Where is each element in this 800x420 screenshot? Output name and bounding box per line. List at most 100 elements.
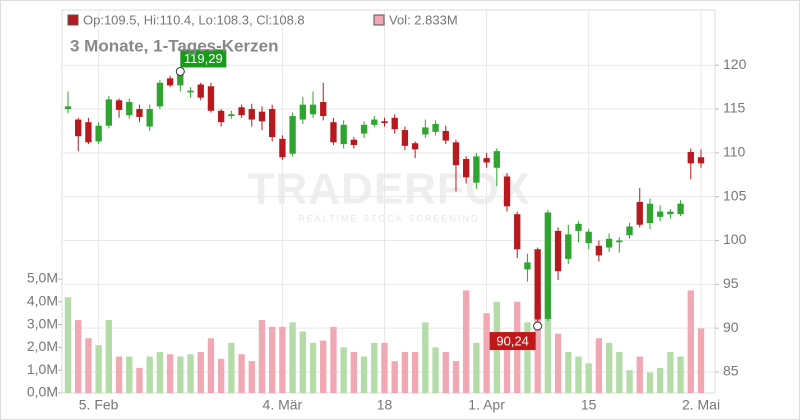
volume-bar <box>605 342 613 393</box>
volume-bar <box>575 356 582 393</box>
volume-bar <box>156 351 164 393</box>
candle-body <box>646 203 654 223</box>
candle-body <box>105 99 113 126</box>
volume-bar <box>463 290 470 393</box>
volume-bar <box>442 351 449 393</box>
volume-bar <box>207 338 215 393</box>
candle-body <box>166 78 174 86</box>
candle-body <box>95 125 102 142</box>
candle-body <box>299 104 306 120</box>
volume-bar <box>177 356 184 393</box>
candle-body <box>626 226 633 236</box>
candle-body <box>146 109 153 127</box>
y2-tick-label: 0,0M <box>27 384 58 400</box>
candle-body <box>350 139 358 145</box>
volume-bar <box>503 333 511 393</box>
y-tick-label: 120 <box>723 56 747 72</box>
volume-bar <box>534 301 541 393</box>
candle-body <box>503 176 511 207</box>
volume-bar <box>616 351 623 393</box>
volume-bar <box>258 320 266 393</box>
volume-bar <box>565 351 572 393</box>
watermark: TRADERFOX <box>248 165 531 214</box>
candle-body <box>483 158 490 163</box>
annotation-label: 90,24 <box>496 333 529 348</box>
legend-text: Op:109.5, Hi:110.4, Lo:108.3, Cl:108.8 <box>83 12 305 27</box>
candle-body <box>605 238 613 248</box>
candle-body <box>442 130 449 141</box>
candle-body <box>585 231 592 244</box>
annotation-label: 119,29 <box>184 51 223 66</box>
volume-bar <box>64 297 72 393</box>
volume-bar <box>646 372 654 393</box>
candle-body <box>269 109 276 138</box>
volume-bar <box>146 356 153 393</box>
candle-body <box>381 121 388 124</box>
candle-body <box>228 114 235 117</box>
x-tick-label: 1. Apr <box>468 397 505 413</box>
candle-body <box>320 102 327 117</box>
volume-bar <box>350 351 358 393</box>
candle-body <box>360 124 368 134</box>
volume-bar <box>391 361 398 393</box>
candle-body <box>575 223 582 231</box>
volume-bar <box>656 367 664 393</box>
y-tick-label: 100 <box>723 231 747 247</box>
candle-body <box>493 151 500 168</box>
volume-bar <box>452 361 460 393</box>
candle-body <box>687 151 694 164</box>
annotation-box <box>180 49 227 68</box>
chart-title: 3 Monate, 1-Tages-Kerzen <box>70 36 278 55</box>
volume-bar <box>289 322 296 393</box>
candle-body <box>391 117 398 130</box>
volume-bar <box>166 354 174 393</box>
candle-body <box>248 109 255 120</box>
volume-bar <box>340 347 347 393</box>
candle-body <box>258 111 266 122</box>
y2-tick-label: 5,0M <box>27 270 58 286</box>
volume-bar <box>299 331 306 393</box>
volume-bar <box>75 320 82 393</box>
candle-body <box>136 109 143 117</box>
volume-bar <box>401 351 409 393</box>
volume-bar <box>105 320 113 393</box>
candle-body <box>156 82 164 107</box>
volume-bar <box>544 320 552 393</box>
y-tick-label: 110 <box>723 144 746 160</box>
candle-body <box>85 122 92 143</box>
candle-body <box>279 138 286 158</box>
volume-bar <box>483 313 490 393</box>
volume-bar <box>554 333 562 393</box>
legend-swatch <box>67 14 79 26</box>
volume-bar <box>309 342 317 393</box>
y-tick-label: 90 <box>723 319 739 335</box>
y-tick-label: 115 <box>723 100 746 116</box>
volume-bar <box>187 354 194 393</box>
volume-bar <box>697 328 705 393</box>
volume-bar <box>636 356 643 393</box>
candle-body <box>677 203 684 215</box>
y2-tick-label: 2,0M <box>27 338 58 354</box>
x-tick-label: 2. Mai <box>682 397 720 413</box>
volume-bar <box>95 345 102 393</box>
volume-bar <box>217 358 225 393</box>
plot-area <box>61 9 716 394</box>
candle-body <box>422 127 429 135</box>
volume-bar <box>136 367 143 393</box>
candle-body <box>75 119 82 137</box>
x-tick-label: 4. Mär <box>263 397 303 413</box>
candle-body <box>115 100 123 110</box>
volume-bar <box>330 326 337 393</box>
candle-body <box>401 130 409 146</box>
candle-body <box>217 110 225 123</box>
volume-bar <box>269 326 276 393</box>
volume-bar <box>432 347 439 393</box>
candle-body <box>595 245 603 256</box>
candle-body <box>432 123 439 132</box>
volume-bar <box>687 290 694 393</box>
candle-body <box>514 214 521 250</box>
candle-body <box>452 142 460 166</box>
candle-body <box>565 234 572 259</box>
candle-body <box>534 249 541 320</box>
